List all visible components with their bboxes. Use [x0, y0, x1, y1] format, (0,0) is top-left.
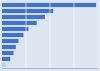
bar	[2, 33, 23, 37]
grid-line	[26, 2, 27, 68]
grid-line	[50, 2, 51, 68]
chart-container	[0, 0, 100, 71]
bar	[2, 3, 96, 7]
bar	[2, 9, 53, 13]
grid	[26, 2, 98, 68]
x-axis-line	[2, 68, 98, 69]
chart-svg	[0, 0, 100, 71]
grid-line	[74, 2, 75, 68]
bar	[2, 45, 16, 49]
bar	[2, 63, 6, 67]
grid-line	[98, 2, 99, 68]
bars	[2, 3, 96, 67]
bar	[2, 21, 37, 25]
bar	[2, 15, 45, 19]
bar	[2, 39, 19, 43]
bar	[2, 27, 28, 31]
bar	[2, 57, 10, 61]
bar	[2, 51, 14, 55]
